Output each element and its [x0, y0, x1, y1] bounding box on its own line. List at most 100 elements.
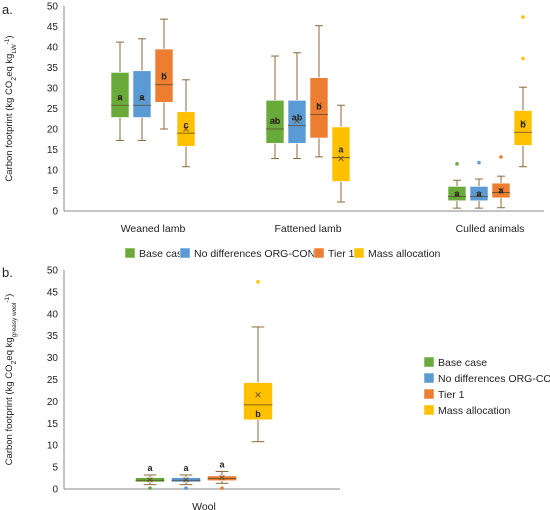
significance-letter: a — [139, 92, 145, 102]
box-no-differences-org-conv — [132, 70, 152, 118]
significance-letter: a — [454, 189, 460, 199]
y-tick-label: 30 — [47, 353, 59, 364]
y-label-end: ) — [4, 294, 15, 297]
y-tick-label: 15 — [47, 145, 59, 156]
significance-letter: a — [338, 145, 344, 155]
legend-swatch — [423, 388, 435, 400]
y-tick-label: 35 — [47, 63, 59, 74]
outlier-point — [521, 15, 525, 19]
box-no-differences-org-conv — [469, 186, 489, 202]
significance-letter: b — [161, 72, 167, 82]
y-label-mid: eq kg — [4, 54, 15, 77]
box-base-case — [110, 72, 130, 118]
category-label: Culled animals — [456, 223, 525, 235]
legend-label: No differences ORG-CONV — [438, 373, 550, 385]
mean-marker — [219, 474, 225, 481]
legend-label: Tier 1 — [328, 248, 355, 260]
legend-swatch — [124, 247, 136, 259]
box-mass-allocation — [331, 126, 351, 182]
y-tick-label: 50 — [47, 2, 59, 13]
y-axis-label: Carbon footprint (kg CO2eq kgLW-1) — [4, 35, 18, 181]
y-label-sup: -1 — [4, 38, 11, 44]
legend-swatch — [179, 247, 191, 259]
category-label: Weaned lamb — [121, 223, 186, 235]
category-label: Wool — [192, 501, 216, 510]
legend-swatch — [423, 372, 435, 384]
outlier-point — [477, 160, 481, 165]
panel-label: a. — [2, 2, 13, 17]
significance-letter: a — [147, 463, 153, 473]
y-tick-label: 0 — [52, 485, 58, 496]
y-tick-label: 25 — [47, 375, 59, 386]
y-tick-label: 5 — [52, 463, 58, 474]
mean-marker — [161, 72, 167, 78]
y-label-main: Carbon footprint (kg CO — [4, 81, 15, 182]
mean-marker — [255, 392, 261, 398]
mean-marker — [338, 155, 344, 162]
box-tier-1 — [309, 77, 329, 139]
mean-marker — [498, 187, 504, 194]
significance-letter: ab — [292, 113, 303, 123]
mean-marker — [476, 191, 482, 198]
y-tick-label: 20 — [47, 397, 59, 408]
y-tick-label: 0 — [52, 207, 58, 218]
box-mass-allocation — [513, 110, 533, 146]
legend-label: Mass allocation — [438, 405, 511, 417]
mean-marker — [316, 102, 322, 108]
significance-letter: b — [255, 409, 261, 419]
outlier-point — [499, 155, 503, 159]
y-tick-label: 20 — [47, 125, 59, 136]
mean-marker — [294, 118, 300, 124]
y-label-main: Carbon footprint (kg CO — [4, 364, 15, 465]
mean-marker — [454, 191, 460, 198]
y-label-end: ) — [4, 35, 15, 38]
box-base-case — [447, 186, 467, 202]
legend-label: Base case — [139, 248, 188, 260]
mean-marker — [147, 477, 153, 483]
outlier-point — [521, 56, 525, 61]
legend-label: Base case — [438, 357, 487, 369]
y-tick-label: 25 — [47, 104, 59, 115]
mean-marker — [183, 126, 189, 132]
panel-label: b. — [2, 265, 13, 280]
box-base-case — [265, 100, 285, 144]
y-tick-label: 15 — [47, 419, 59, 430]
significance-letter: b — [520, 119, 526, 129]
y-label-mid: eq kg — [4, 337, 15, 360]
outlier-point — [148, 486, 152, 490]
outlier-point — [455, 162, 459, 166]
legend-swatch — [313, 247, 325, 259]
y-tick-label: 45 — [47, 287, 59, 298]
legend-label: Tier 1 — [438, 389, 465, 401]
significance-letter: a — [117, 92, 123, 102]
legend-swatch — [423, 356, 435, 368]
significance-letter: ab — [270, 116, 281, 126]
y-label-unit: LW — [11, 43, 18, 53]
outlier-point — [220, 486, 224, 490]
legend-swatch — [353, 247, 365, 259]
y-tick-label: 50 — [47, 266, 59, 277]
significance-letter: a — [476, 189, 482, 199]
significance-letter: a — [219, 459, 225, 469]
y-label-unit: greasy wool — [11, 302, 18, 337]
y-tick-label: 40 — [47, 43, 59, 54]
legend-swatch — [423, 404, 435, 416]
y-tick-label: 40 — [47, 309, 59, 320]
category-label: Fattened lamb — [274, 223, 341, 235]
y-tick-label: 5 — [52, 186, 58, 197]
y-label-sup: -1 — [4, 296, 11, 302]
y-tick-label: 30 — [47, 84, 59, 95]
mean-marker — [183, 477, 189, 483]
box-tier-1 — [154, 48, 174, 103]
y-label-sub: 2 — [11, 360, 18, 364]
mean-marker — [272, 118, 278, 124]
mean-marker — [117, 95, 123, 101]
chart-panel-a: a. 0 5 10 15 20 25 30 35 40 45 50 Carbon footprint (… — [2, 2, 544, 260]
y-tick-label: 35 — [47, 331, 59, 342]
y-tick-label: 45 — [47, 22, 59, 33]
significance-letter: b — [316, 102, 322, 112]
legend-label: Mass allocation — [368, 248, 441, 260]
y-label-sub: 2 — [11, 77, 18, 81]
significance-letter: a — [183, 463, 189, 473]
